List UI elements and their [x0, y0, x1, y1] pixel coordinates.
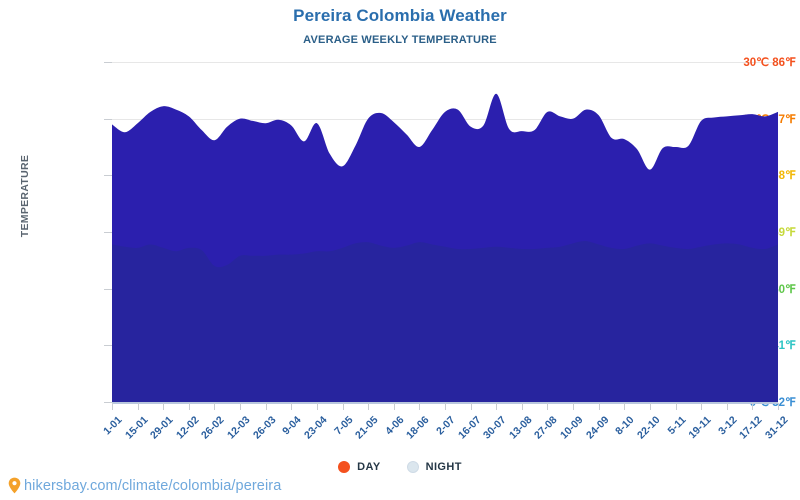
- y-axis-label: 30℃ 86℉: [743, 57, 796, 69]
- day-legend-dot: [338, 461, 351, 473]
- night-legend-dot: [406, 461, 419, 473]
- x-axis-tick: [112, 403, 113, 410]
- x-axis-tick: [214, 403, 216, 410]
- x-axis-tick: [445, 403, 446, 410]
- y-axis-tick: [104, 288, 112, 290]
- x-axis-tick: [470, 403, 472, 410]
- chart-legend: DAY NIGHT: [0, 461, 800, 473]
- x-axis-label-text: 2-07: [434, 414, 458, 438]
- x-axis-tick: [496, 403, 498, 410]
- legend-item-night[interactable]: NIGHT: [406, 461, 462, 473]
- x-axis-tick: [265, 403, 267, 410]
- gridline: [112, 62, 778, 63]
- x-axis-tick: [240, 403, 242, 410]
- x-axis-label-text: 8-10: [613, 414, 637, 438]
- chart-subtitle: AVERAGE WEEKLY TEMPERATURE: [303, 34, 497, 46]
- x-axis-tick: [419, 403, 421, 410]
- x-axis-tick: [726, 403, 728, 410]
- x-axis-tick: [521, 403, 523, 410]
- y-axis-tick: [104, 232, 112, 233]
- plot-area: [112, 62, 778, 402]
- x-axis-tick: [598, 403, 600, 410]
- x-axis-tick: [573, 403, 575, 410]
- x-axis-label-text: 1-01: [101, 414, 125, 438]
- footer[interactable]: hikersbay.com/climate/colombia/pereira: [8, 477, 281, 494]
- page-title: Pereira Colombia Weather: [293, 6, 507, 25]
- legend-label-night: NIGHT: [425, 461, 462, 473]
- x-axis-tick: [624, 403, 626, 410]
- x-axis-label-text: 3-12: [715, 414, 740, 438]
- x-axis-label-text: 5-11: [665, 414, 689, 437]
- x-axis-tick: [368, 403, 370, 410]
- x-axis-tick: [163, 403, 165, 410]
- y-axis-title: TEMPERATURE: [19, 154, 31, 238]
- x-axis-tick: [649, 403, 651, 410]
- x-axis-label-text: 9-04: [280, 414, 304, 438]
- x-axis-tick: [701, 403, 703, 410]
- x-axis-tick: [291, 403, 293, 410]
- legend-item-day[interactable]: DAY: [338, 461, 380, 473]
- x-axis-tick: [675, 403, 677, 410]
- x-axis-baseline: [112, 402, 778, 404]
- x-axis-tick: [547, 403, 549, 410]
- day-temperature-area: [112, 93, 778, 402]
- y-axis-tick: [104, 345, 112, 347]
- x-axis-tick: [137, 403, 139, 410]
- x-axis-label-text: 7-05: [331, 414, 356, 438]
- site-url[interactable]: hikersbay.com/climate/colombia/pereira: [24, 477, 282, 494]
- y-axis-tick: [104, 118, 112, 120]
- x-axis-tick: [752, 403, 754, 410]
- legend-label-day: DAY: [357, 461, 381, 473]
- temperature-area-chart: [112, 93, 778, 402]
- x-axis-tick: [188, 403, 190, 410]
- y-axis-tick: [104, 62, 112, 63]
- location-pin-icon: [8, 477, 21, 494]
- night-temperature-area: [112, 241, 778, 402]
- x-axis-label-text: 4-06: [382, 414, 407, 438]
- x-axis-tick: [316, 403, 318, 410]
- x-axis-tick: [342, 403, 344, 410]
- x-axis-tick: [393, 403, 395, 410]
- y-axis-tick: [104, 402, 112, 403]
- x-axis-tick: [778, 403, 779, 410]
- y-axis-tick: [104, 175, 112, 177]
